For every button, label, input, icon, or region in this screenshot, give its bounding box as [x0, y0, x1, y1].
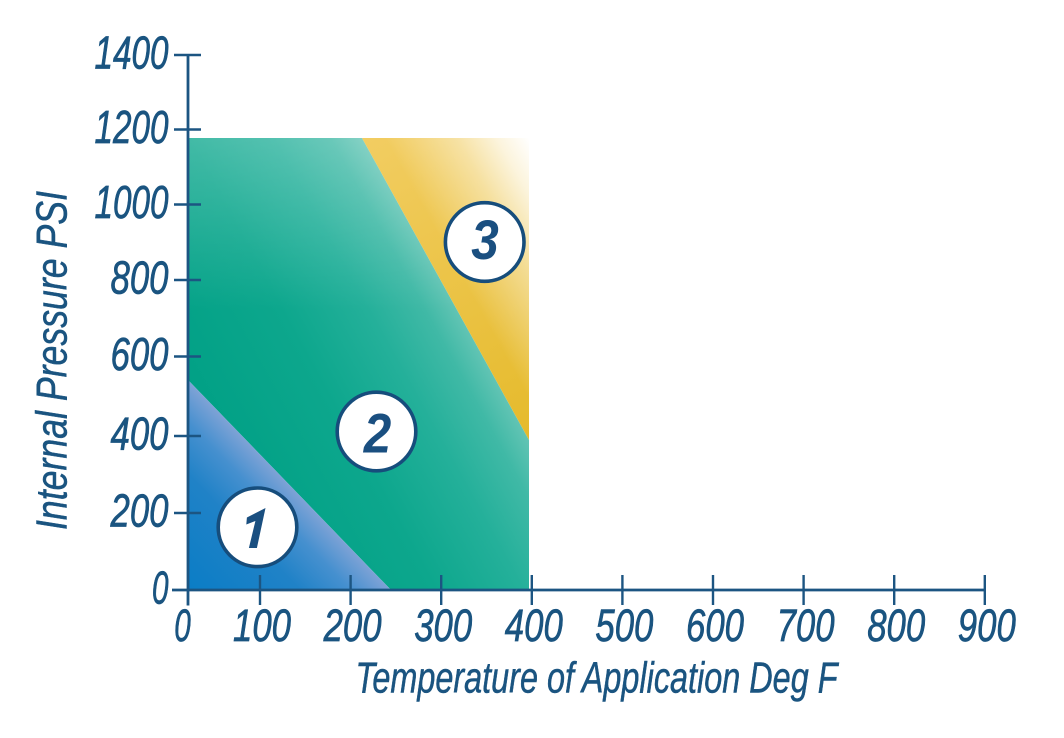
svg-text:400: 400: [505, 600, 563, 651]
svg-text:1400: 1400: [95, 27, 169, 79]
svg-text:2: 2: [363, 402, 391, 465]
svg-text:100: 100: [233, 600, 291, 651]
svg-text:1200: 1200: [95, 101, 169, 153]
svg-text:1000: 1000: [95, 176, 169, 228]
svg-text:400: 400: [111, 408, 169, 460]
svg-text:300: 300: [414, 600, 472, 651]
svg-text:800: 800: [111, 252, 169, 304]
svg-text:700: 700: [777, 600, 835, 651]
svg-text:200: 200: [110, 485, 169, 537]
svg-text:600: 600: [686, 600, 744, 651]
svg-text:800: 800: [867, 600, 925, 651]
svg-text:500: 500: [595, 600, 653, 651]
svg-text:3: 3: [471, 208, 499, 271]
svg-text:Temperature of Application Deg: Temperature of Application Deg F: [356, 654, 840, 703]
svg-text:0: 0: [174, 600, 191, 651]
svg-text:Internal Pressure PSI: Internal Pressure PSI: [28, 191, 77, 530]
svg-text:200: 200: [323, 600, 382, 651]
svg-text:600: 600: [111, 328, 169, 380]
svg-text:0: 0: [152, 562, 169, 614]
svg-text:900: 900: [958, 600, 1016, 651]
